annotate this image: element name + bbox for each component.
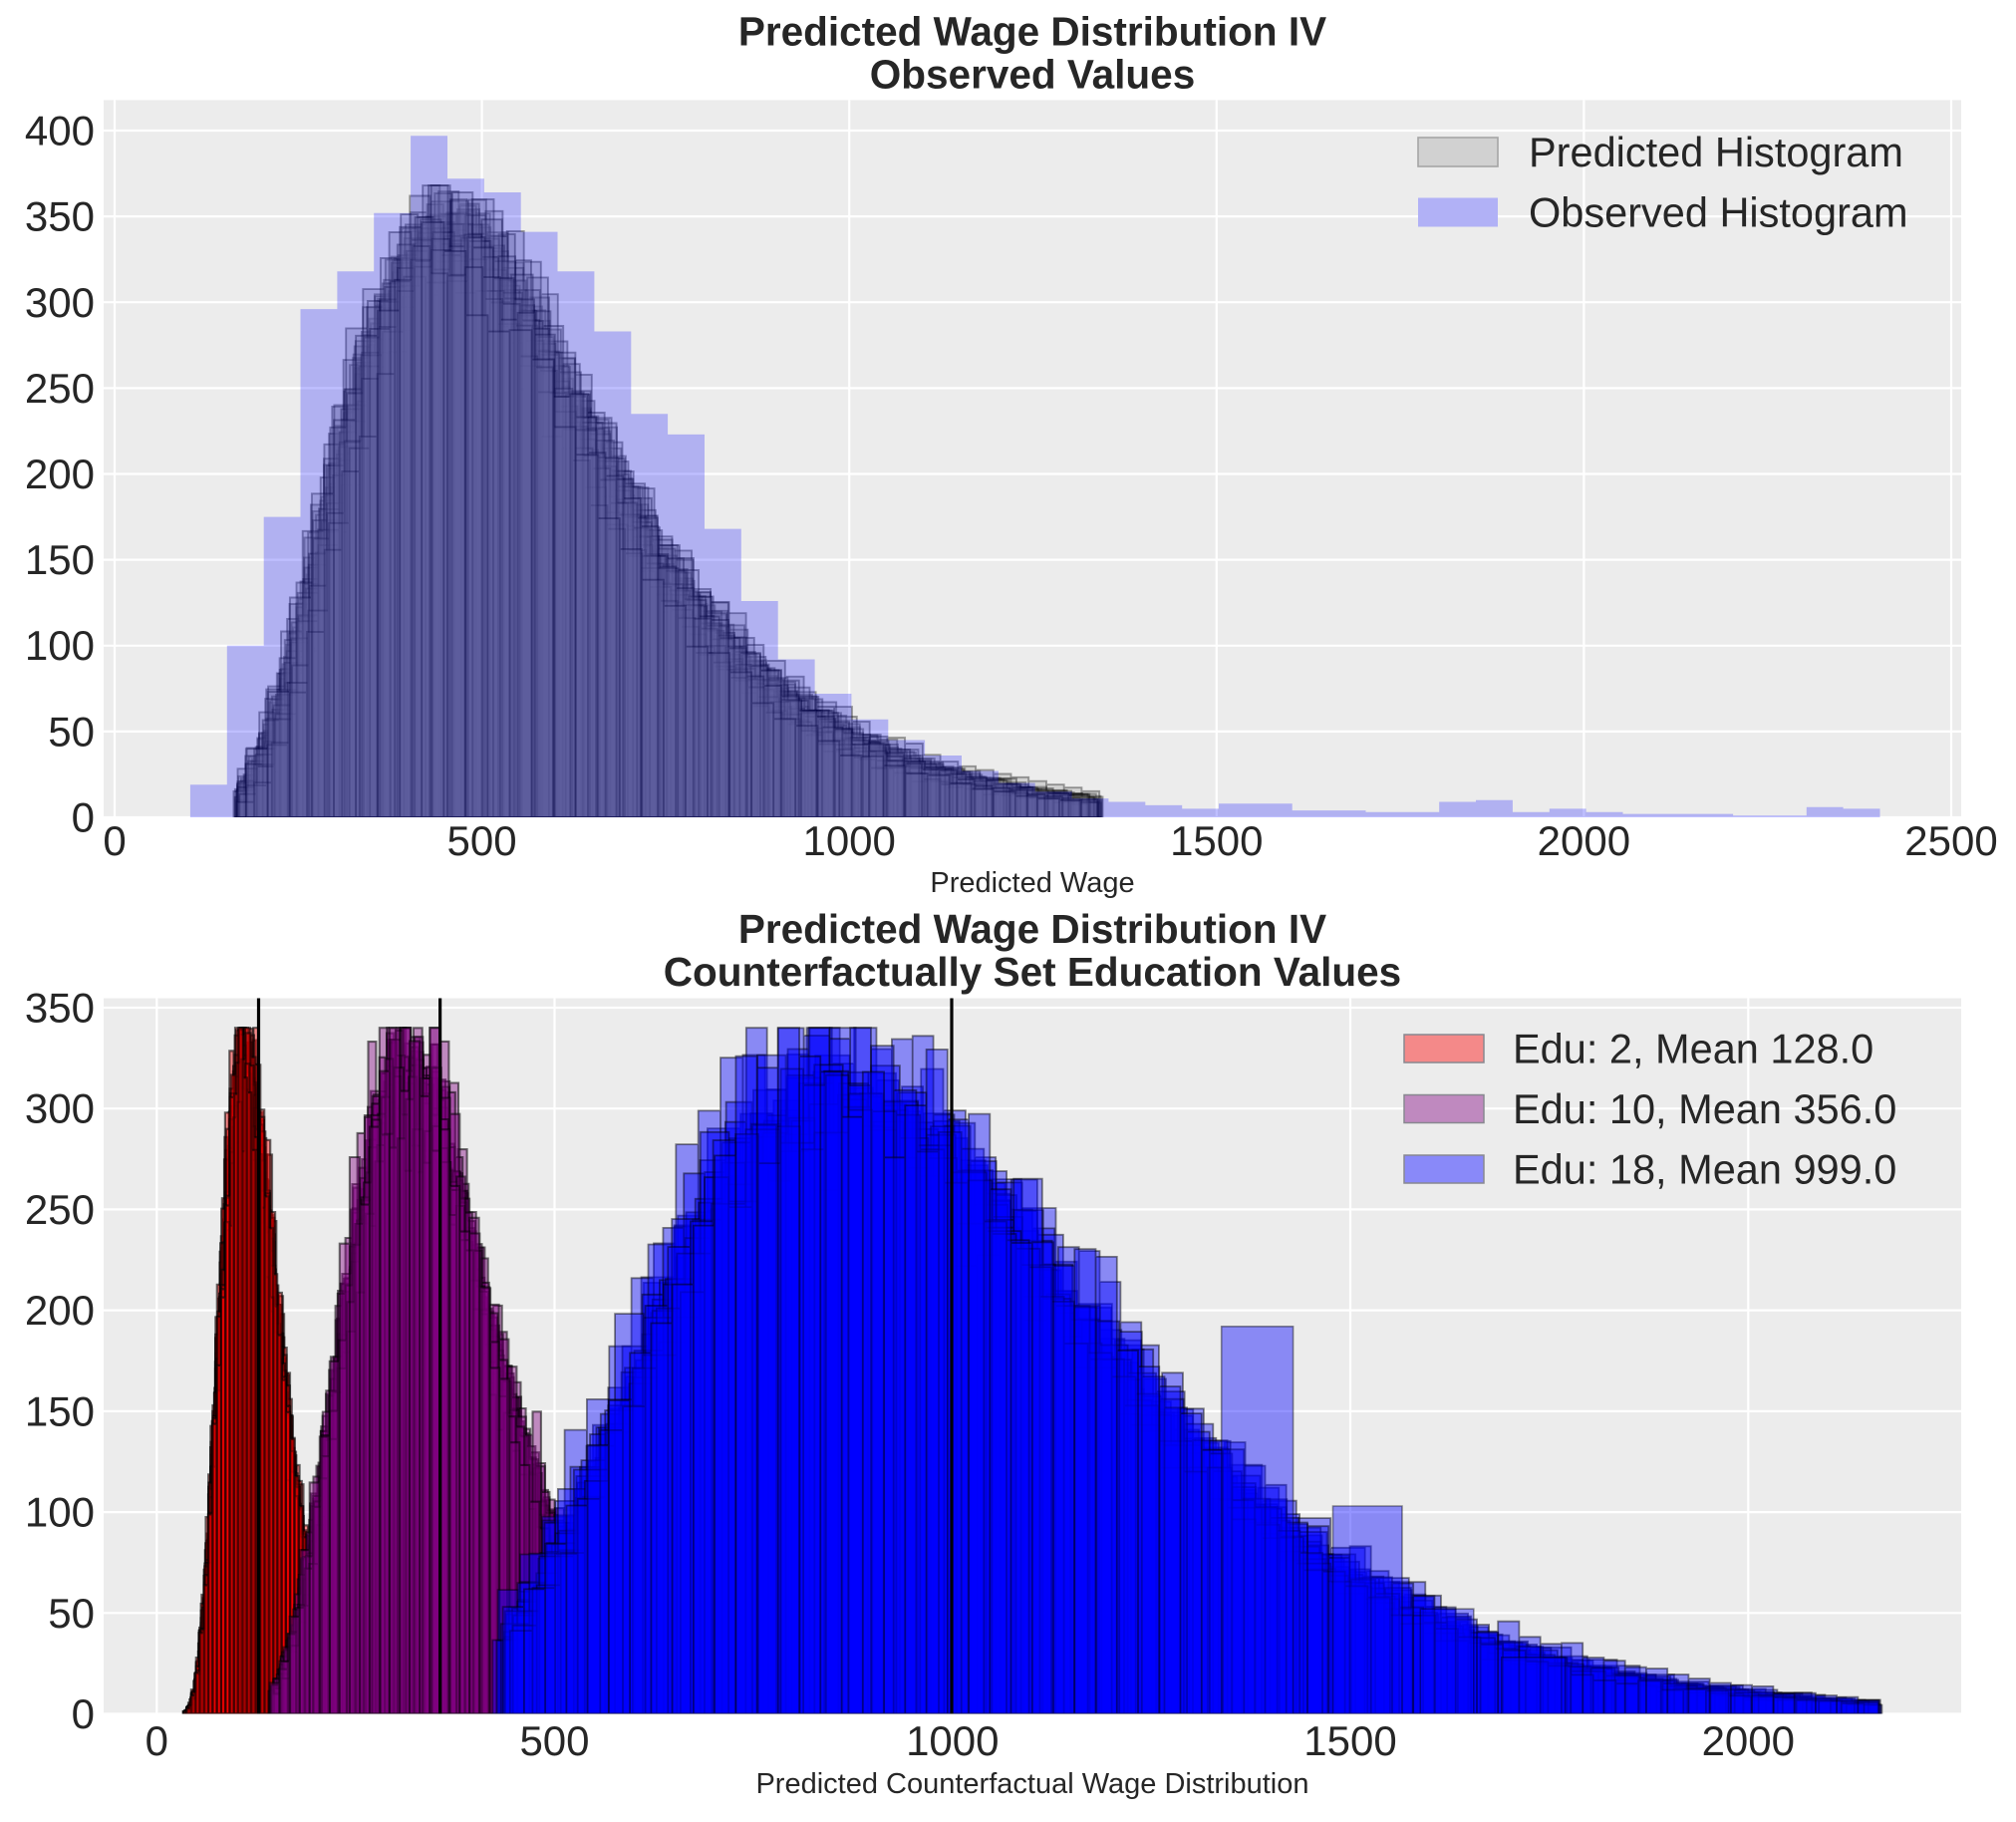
svg-text:300: 300 — [25, 1085, 95, 1132]
svg-text:Predicted Wage: Predicted Wage — [930, 867, 1134, 899]
svg-text:400: 400 — [25, 108, 95, 154]
svg-text:0: 0 — [103, 817, 126, 864]
svg-text:250: 250 — [25, 1186, 95, 1233]
svg-text:1000: 1000 — [906, 1717, 999, 1764]
svg-text:500: 500 — [447, 817, 517, 864]
svg-text:150: 150 — [25, 1387, 95, 1434]
svg-text:100: 100 — [25, 622, 95, 669]
svg-text:200: 200 — [25, 1287, 95, 1334]
svg-text:Predicted Wage Distribution IV: Predicted Wage Distribution IV — [738, 906, 1326, 952]
svg-text:250: 250 — [25, 365, 95, 412]
svg-text:2500: 2500 — [1904, 817, 1997, 864]
svg-text:100: 100 — [25, 1489, 95, 1536]
svg-text:Observed Histogram: Observed Histogram — [1529, 189, 1908, 236]
svg-text:50: 50 — [48, 708, 95, 755]
svg-text:350: 350 — [25, 985, 95, 1032]
svg-text:0: 0 — [145, 1717, 168, 1764]
svg-text:1000: 1000 — [802, 817, 895, 864]
svg-text:Observed Values: Observed Values — [870, 51, 1195, 97]
svg-text:200: 200 — [25, 451, 95, 497]
svg-text:Predicted Wage Distribution IV: Predicted Wage Distribution IV — [738, 9, 1326, 55]
svg-text:1500: 1500 — [1170, 817, 1263, 864]
svg-text:Edu: 18, Mean 999.0: Edu: 18, Mean 999.0 — [1513, 1146, 1896, 1193]
svg-text:Edu: 2, Mean 128.0: Edu: 2, Mean 128.0 — [1513, 1026, 1873, 1072]
svg-text:Edu: 10, Mean 356.0: Edu: 10, Mean 356.0 — [1513, 1085, 1896, 1132]
svg-text:0: 0 — [72, 794, 95, 841]
svg-text:0: 0 — [72, 1690, 95, 1737]
svg-text:Counterfactually Set Education: Counterfactually Set Education Values — [664, 949, 1401, 995]
svg-text:500: 500 — [519, 1717, 589, 1764]
svg-text:1500: 1500 — [1303, 1717, 1396, 1764]
svg-text:350: 350 — [25, 193, 95, 240]
svg-text:300: 300 — [25, 279, 95, 326]
svg-text:Predicted Counterfactual Wage: Predicted Counterfactual Wage Distributi… — [755, 1768, 1308, 1800]
svg-text:2000: 2000 — [1702, 1717, 1795, 1764]
svg-text:50: 50 — [48, 1590, 95, 1637]
svg-text:2000: 2000 — [1538, 817, 1630, 864]
svg-text:150: 150 — [25, 536, 95, 583]
svg-text:Predicted Histogram: Predicted Histogram — [1529, 129, 1903, 175]
